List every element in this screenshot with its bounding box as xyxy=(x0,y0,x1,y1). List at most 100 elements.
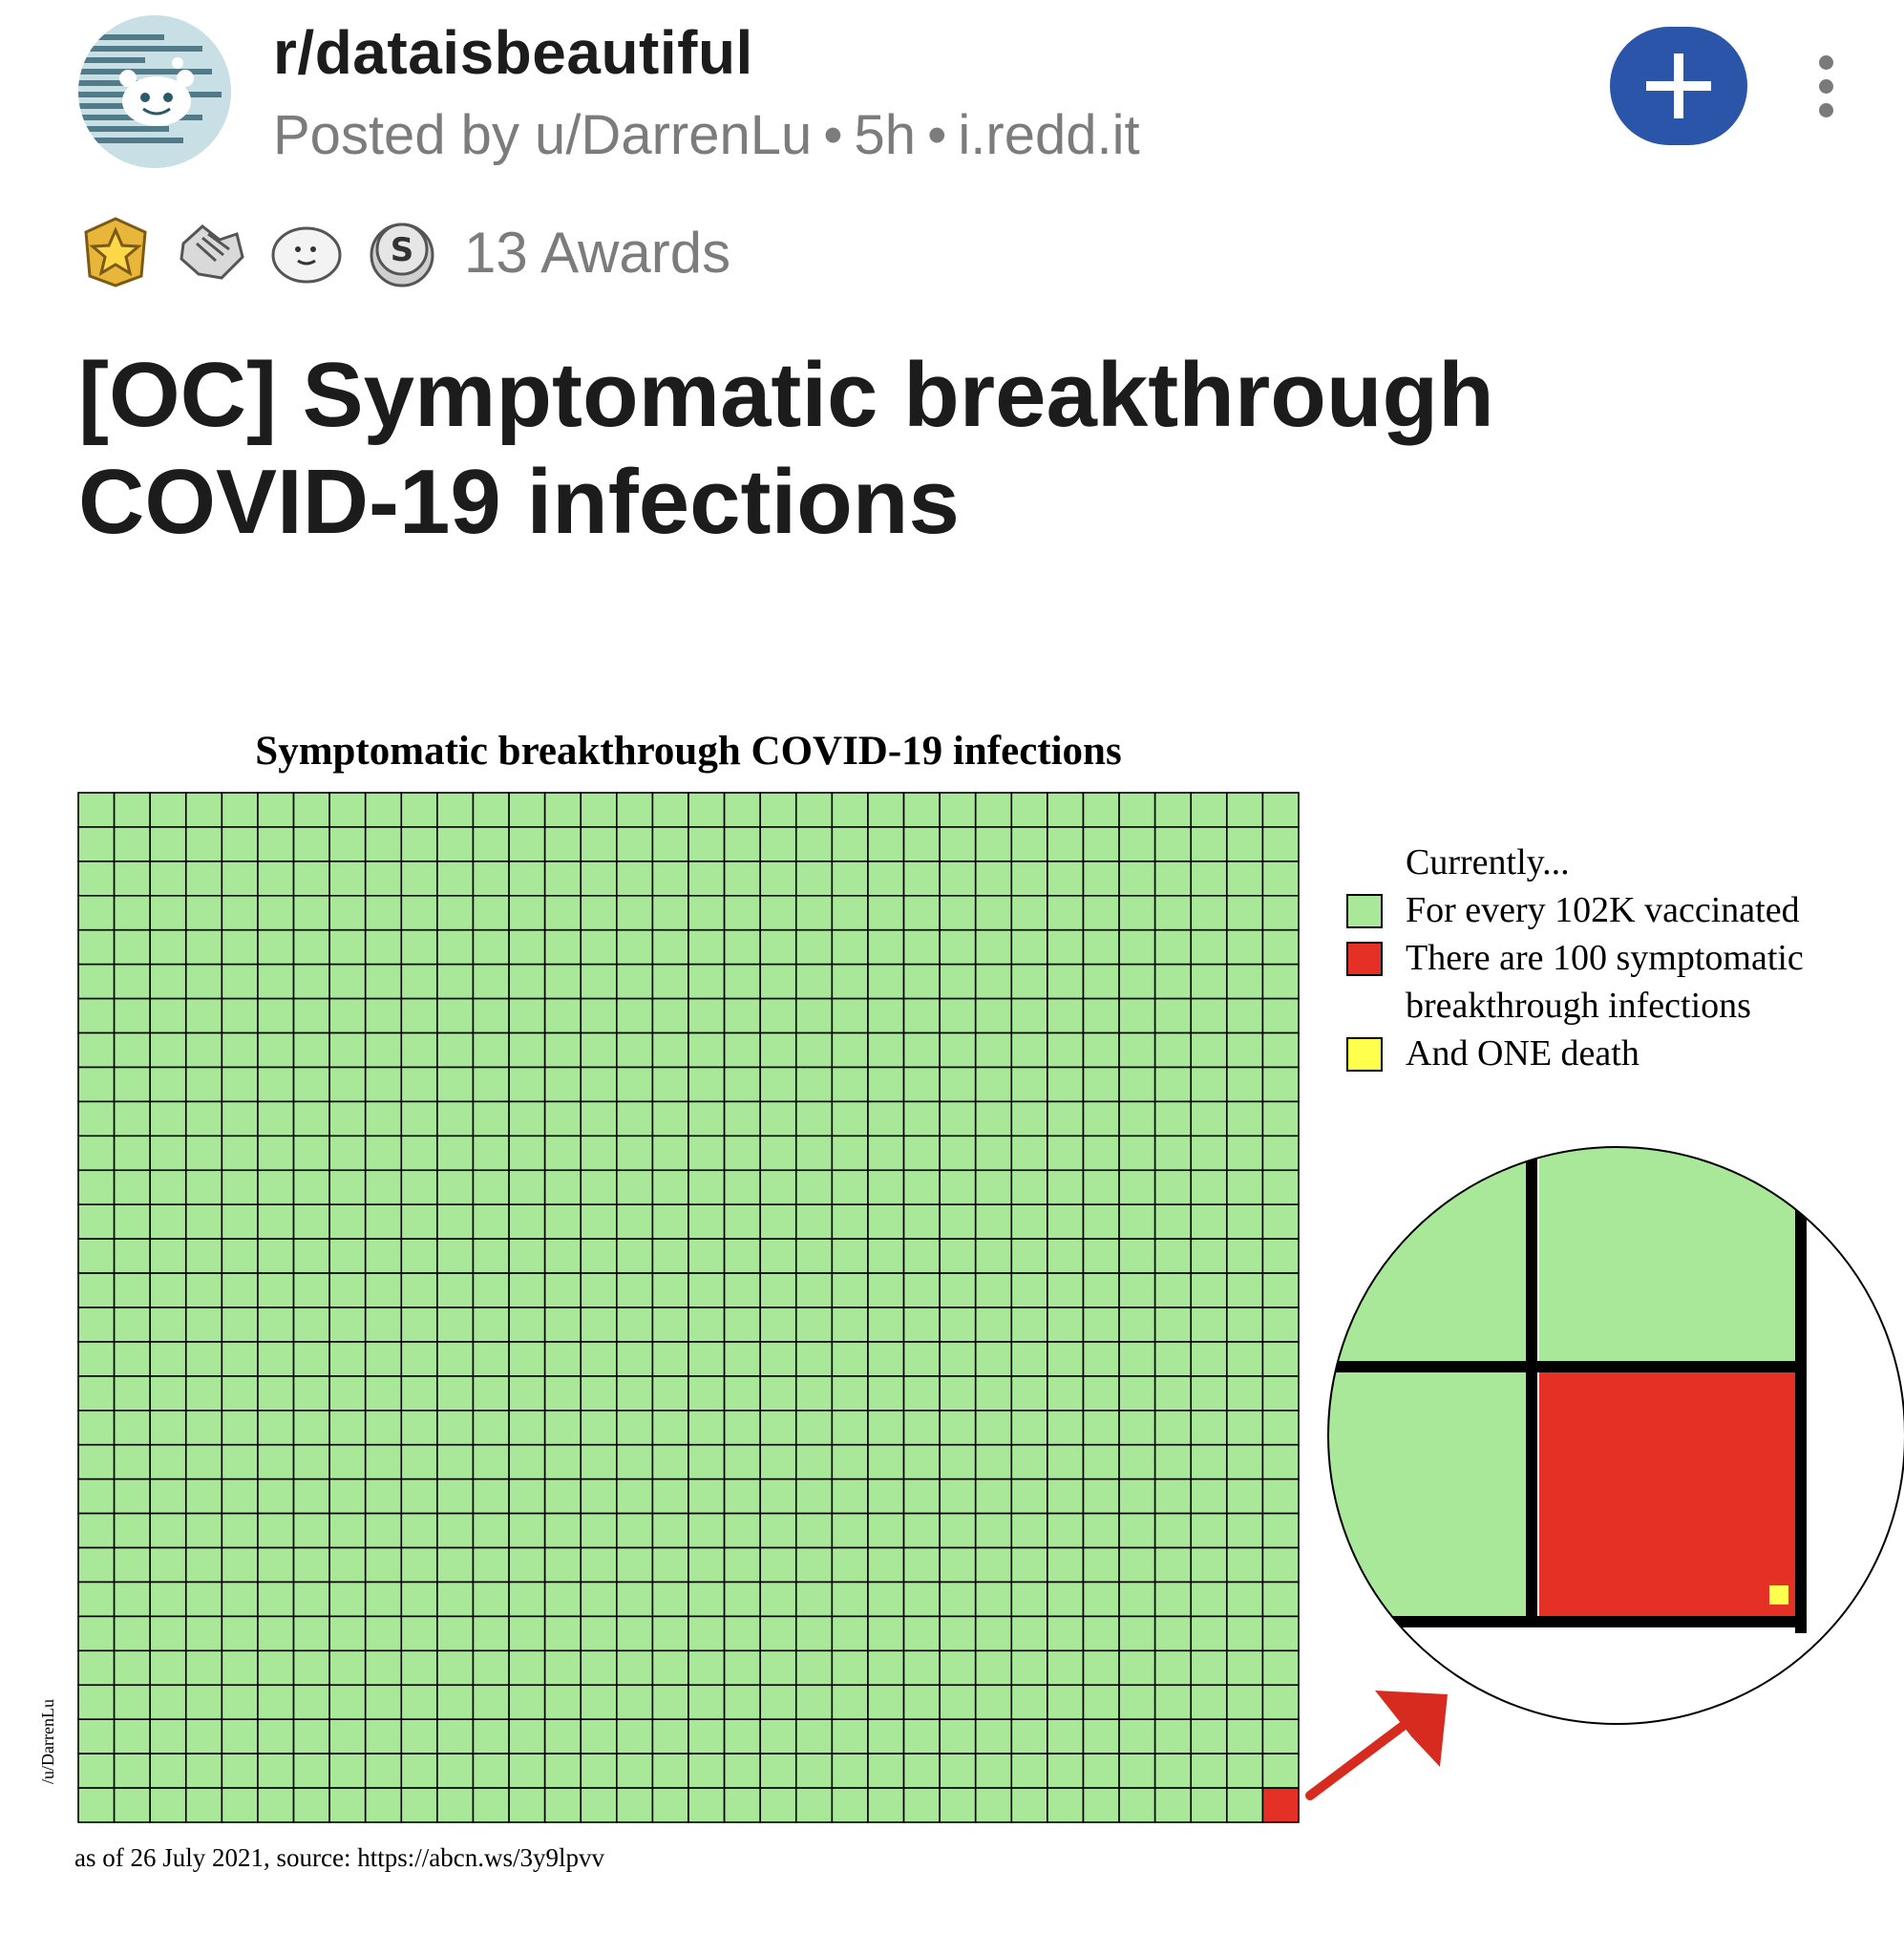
vaccinated-cell xyxy=(867,1615,905,1652)
vaccinated-cell xyxy=(616,1066,654,1103)
vaccinated-cell xyxy=(939,1615,977,1652)
vaccinated-cell xyxy=(616,1031,654,1069)
vaccinated-cell xyxy=(292,1478,330,1515)
vaccinated-cell xyxy=(1010,1375,1048,1412)
vaccinated-cell xyxy=(1118,1581,1156,1618)
vaccinated-cell xyxy=(400,1649,438,1687)
vaccinated-cell xyxy=(1047,1169,1085,1205)
vaccinated-cell xyxy=(651,1512,689,1549)
vaccinated-cell xyxy=(1010,1512,1048,1549)
vaccinated-cell xyxy=(688,861,726,897)
vaccinated-cell xyxy=(794,1203,834,1240)
awards-bar[interactable]: S 13 Awards xyxy=(78,212,730,292)
vaccinated-cell xyxy=(328,1478,367,1515)
vaccinated-cell xyxy=(149,1238,187,1274)
vaccinated-cell xyxy=(1261,1066,1300,1103)
vaccinated-cell xyxy=(1226,1203,1264,1240)
vaccinated-cell xyxy=(436,1100,475,1137)
vaccinated-cell xyxy=(831,1409,869,1446)
vaccinated-cell xyxy=(580,1066,618,1103)
vaccinated-cell xyxy=(1226,1066,1264,1103)
vaccinated-cell xyxy=(1047,1375,1085,1412)
vaccinated-cell xyxy=(688,1031,726,1069)
more-options-button[interactable] xyxy=(1797,55,1854,128)
vaccinated-cell xyxy=(1190,963,1228,1000)
vaccinated-cell xyxy=(794,1718,834,1754)
post-title[interactable]: [OC] Symptomatic breakthrough COVID-19 i… xyxy=(78,344,1494,553)
legend-label: There are 100 symptomatic breakthrough i… xyxy=(1406,938,1804,1026)
vaccinated-cell xyxy=(723,895,761,931)
vaccinated-cell xyxy=(580,1787,618,1823)
vaccinated-cell xyxy=(77,997,116,1034)
join-button[interactable] xyxy=(1610,27,1747,145)
vaccinated-cell xyxy=(616,997,654,1034)
vaccinated-cell xyxy=(867,997,905,1034)
vaccinated-cell xyxy=(759,963,797,1000)
vaccinated-cell xyxy=(436,1135,475,1172)
vaccinated-cell xyxy=(688,1341,726,1377)
vaccinated-cell xyxy=(1118,1169,1156,1205)
post-domain[interactable]: i.redd.it xyxy=(958,104,1140,166)
vaccinated-cell xyxy=(149,1169,187,1205)
vaccinated-cell xyxy=(328,1203,367,1240)
vaccinated-cell xyxy=(759,1375,797,1412)
vaccinated-cell xyxy=(184,1169,223,1205)
vaccinated-cell xyxy=(794,928,834,966)
vaccinated-cell xyxy=(149,1135,187,1172)
vaccinated-cell xyxy=(77,792,116,828)
vaccinated-cell xyxy=(1082,1169,1120,1205)
vaccinated-cell xyxy=(257,1718,295,1754)
vaccinated-cell xyxy=(759,1341,797,1377)
vaccinated-cell xyxy=(436,1787,475,1823)
vaccinated-cell xyxy=(974,1581,1013,1618)
vaccinated-cell xyxy=(1010,1615,1048,1652)
vaccinated-cell xyxy=(1047,997,1085,1034)
posted-by[interactable]: Posted by u/DarrenLu xyxy=(273,104,813,166)
vaccinated-cell xyxy=(1010,1066,1048,1103)
vaccinated-cell xyxy=(508,1649,546,1687)
vaccinated-cell xyxy=(77,1512,116,1549)
vaccinated-cell xyxy=(580,1684,618,1721)
vaccinated-cell xyxy=(221,1753,259,1789)
vaccinated-cell xyxy=(257,1375,295,1412)
vaccinated-cell xyxy=(1226,1787,1264,1823)
post-image[interactable] xyxy=(0,688,1904,1929)
vaccinated-cell xyxy=(1118,1272,1156,1308)
vaccinated-cell xyxy=(400,895,438,931)
vaccinated-cell xyxy=(723,1341,761,1377)
vaccinated-cell xyxy=(831,1169,869,1205)
vaccinated-cell xyxy=(580,1272,618,1308)
meta-separator: • xyxy=(927,104,947,166)
vaccinated-cell xyxy=(1082,1443,1120,1480)
vaccinated-cell xyxy=(1153,1100,1193,1137)
vaccinated-cell xyxy=(364,826,403,862)
vaccinated-cell xyxy=(616,1684,654,1721)
vaccinated-cell xyxy=(974,895,1013,931)
vaccinated-cell xyxy=(688,1718,726,1754)
vaccinated-cell xyxy=(1118,1341,1156,1377)
vaccinated-cell xyxy=(364,1546,403,1584)
vaccinated-cell xyxy=(292,826,330,862)
vaccinated-cell xyxy=(1047,1203,1085,1240)
vaccinated-cell xyxy=(794,792,834,828)
vaccinated-cell xyxy=(1153,1375,1193,1412)
vaccinated-cell xyxy=(77,1649,116,1687)
vaccinated-cell xyxy=(292,963,330,1000)
vaccinated-cell xyxy=(1190,1684,1228,1721)
vaccinated-cell xyxy=(974,1135,1013,1172)
subreddit-name[interactable]: r/dataisbeautiful xyxy=(273,18,753,87)
vaccinated-cell xyxy=(939,1512,977,1549)
vaccinated-cell xyxy=(1118,1375,1156,1412)
vaccinated-cell xyxy=(723,1031,761,1069)
infection-cell xyxy=(1261,1787,1300,1823)
vaccinated-cell xyxy=(759,1787,797,1823)
vaccinated-cell xyxy=(292,997,330,1034)
vaccinated-cell xyxy=(1118,1066,1156,1103)
vaccinated-cell xyxy=(867,1238,905,1274)
vaccinated-cell xyxy=(1010,1684,1048,1721)
vaccinated-cell xyxy=(1010,1409,1048,1446)
vaccinated-cell xyxy=(831,1272,869,1308)
vaccinated-cell xyxy=(328,928,367,966)
vaccinated-cell xyxy=(974,1203,1013,1240)
subreddit-avatar[interactable] xyxy=(78,15,231,168)
